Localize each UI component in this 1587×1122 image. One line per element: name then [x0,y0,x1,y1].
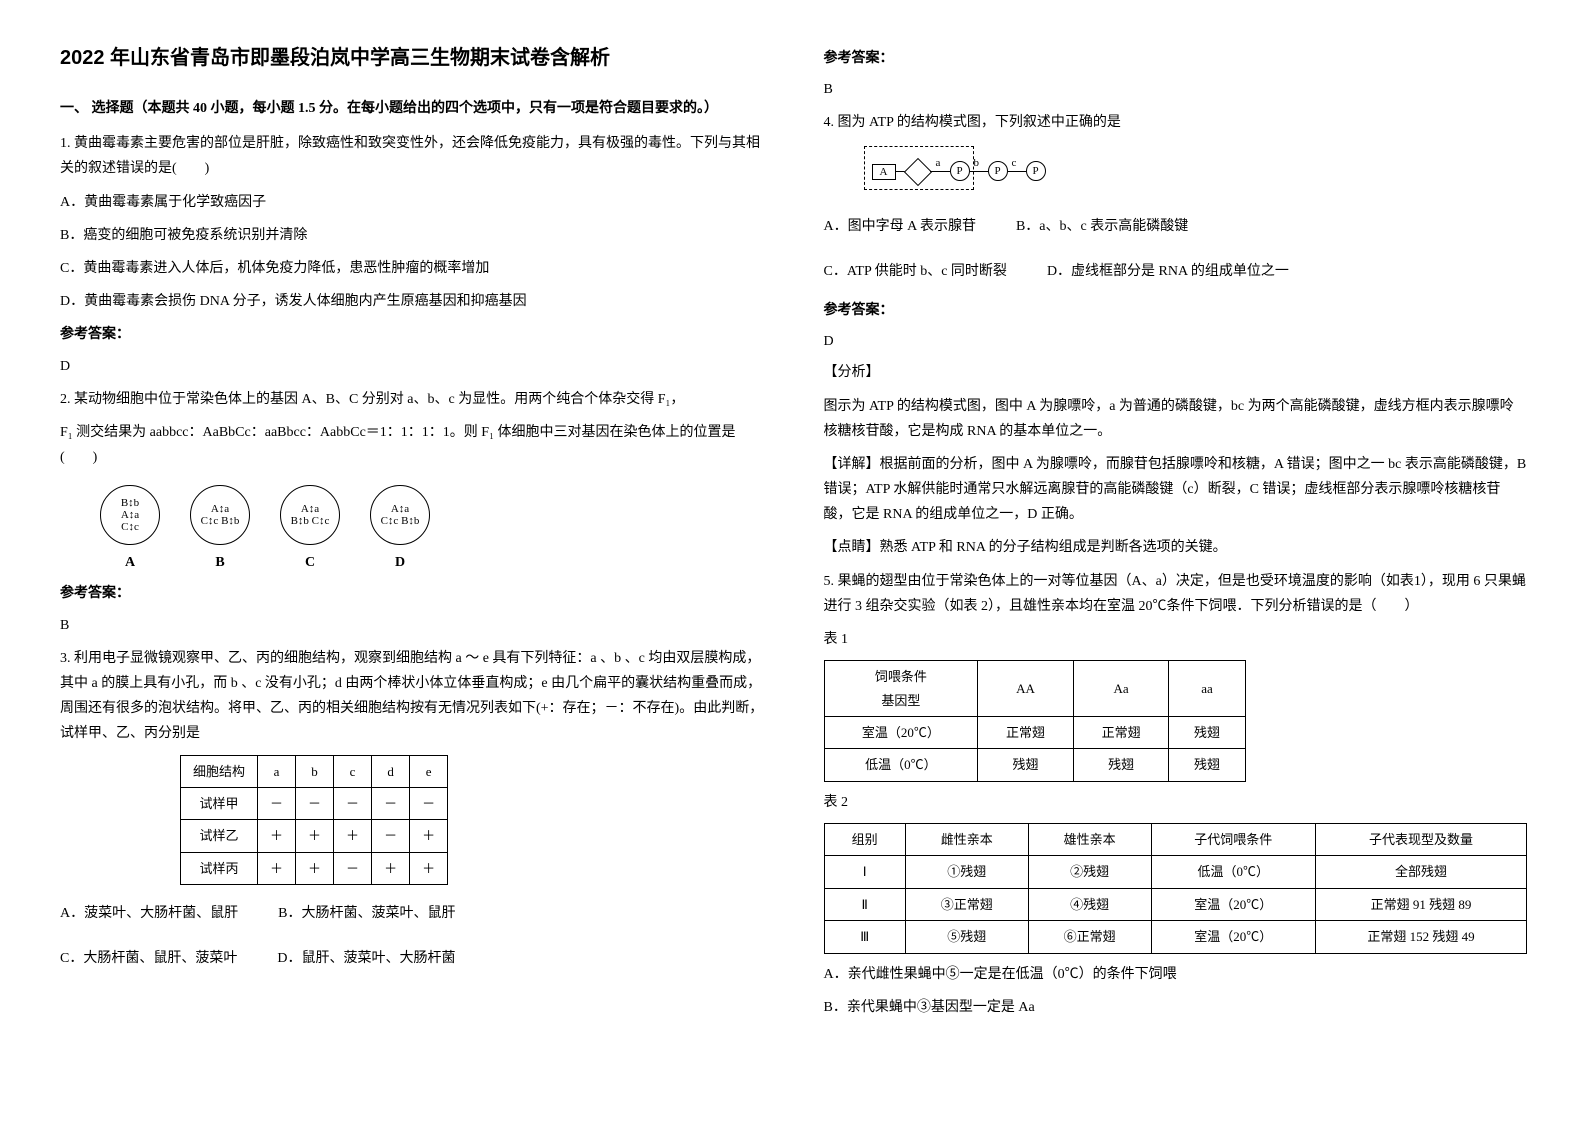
q4-point: 【点睛】熟悉 ATP 和 RNA 的分子结构组成是判断各选项的关键。 [824,535,1528,560]
th: c [334,755,372,787]
diagram-d: A↕aC↕c B↕b [370,485,430,545]
table-row: 试样乙 ＋ ＋ ＋ － ＋ [181,820,448,852]
th: 子代饲喂条件 [1151,823,1315,855]
q1-c: C．黄曲霉毒素进入人体后，机体免疫力降低，患恶性肿瘤的概率增加 [60,256,764,281]
th: 子代表现型及数量 [1315,823,1526,855]
q4-c: C．ATP 供能时 b、c 同时断裂 [824,259,1007,284]
q2-label-c: C [280,550,340,575]
q3-ans: B [824,77,1528,102]
q3-stem: 3. 利用电子显微镜观察甲、乙、丙的细胞结构，观察到细胞结构 a ～ e 具有下… [60,646,764,747]
th: a [258,755,296,787]
th: e [410,755,448,787]
table-row: 低温（0℃） 残翅 残翅 残翅 [824,749,1245,781]
th: 组别 [824,823,905,855]
th: AA [978,661,1074,717]
q4-b: B．a、b、c 表示高能磷酸键 [1016,214,1188,239]
q5-b: B．亲代果蝇中③基因型一定是 Aa [824,995,1528,1020]
q3-c: C．大肠杆菌、鼠肝、菠菜叶 [60,946,237,971]
q5-t1-label: 表 1 [824,627,1528,652]
q2-stem2: F₁ 测交结果为 aabbcc：AaBbCc：aaBbcc：AabbCc＝1：1… [60,420,764,470]
q3-table: 细胞结构 a b c d e 试样甲 － － － － － 试样乙 ＋ ＋ ＋ － [180,755,448,886]
th: d [372,755,410,787]
q3-d: D．鼠肝、菠菜叶、大肠杆菌 [277,946,455,971]
table-row: 试样甲 － － － － － [181,787,448,819]
q4-d: D．虚线框部分是 RNA 的组成单位之一 [1047,259,1289,284]
table-row: 室温（20℃） 正常翅 正常翅 残翅 [824,716,1245,748]
q2-diagrams: B↕bA↕aC↕c A↕aC↕c B↕b A↕aB↕b C↕c A↕aC↕c B… [100,485,764,545]
q2-labels: A B C D [100,550,764,575]
th: 饲喂条件 基因型 [824,661,978,717]
table-row: Ⅰ ①残翅 ②残翅 低温（0℃） 全部残翅 [824,856,1527,888]
q5-table2: 组别 雌性亲本 雄性亲本 子代饲喂条件 子代表现型及数量 Ⅰ ①残翅 ②残翅 低… [824,823,1528,954]
q5-t2-label: 表 2 [824,790,1528,815]
q5-a: A．亲代雌性果蝇中⑤一定是在低温（0℃）的条件下饲喂 [824,962,1528,987]
q3-ans-head: 参考答案： [824,46,1528,71]
section-head: 一、 选择题（本题共 40 小题，每小题 1.5 分。在每小题给出的四个选项中，… [60,96,764,121]
q2-label-a: A [100,550,160,575]
table-row: 试样丙 ＋ ＋ － ＋ ＋ [181,852,448,884]
table-row: Ⅱ ③正常翅 ④残翅 室温（20℃） 正常翅 91 残翅 89 [824,888,1527,920]
diagram-a: B↕bA↕aC↕c [100,485,160,545]
q4-analysis: 图示为 ATP 的结构模式图，图中 A 为腺嘌呤，a 为普通的磷酸键，bc 为两… [824,394,1528,444]
atp-diagram: A a P b P c P [864,146,1064,196]
q1-b: B．癌变的细胞可被免疫系统识别并清除 [60,223,764,248]
q4-detail: 【详解】根据前面的分析，图中 A 为腺嘌呤，而腺苷包括腺嘌呤和核糖，A 错误；图… [824,452,1528,528]
q1-ans-head: 参考答案： [60,322,764,347]
q2-ans-head: 参考答案： [60,581,764,606]
th: 雄性亲本 [1028,823,1151,855]
q2-stem1: 2. 某动物细胞中位于常染色体上的基因 A、B、C 分别对 a、b、c 为显性。… [60,387,764,412]
q3-b: B．大肠杆菌、菠菜叶、鼠肝 [278,901,455,926]
q1-a: A．黄曲霉毒素属于化学致癌因子 [60,190,764,215]
q3-a: A．菠菜叶、大肠杆菌、鼠肝 [60,901,238,926]
diagram-b: A↕aC↕c B↕b [190,485,250,545]
q5-stem: 5. 果蝇的翅型由位于常染色体上的一对等位基因（A、a）决定，但是也受环境温度的… [824,569,1528,619]
q4-analysis-head: 【分析】 [824,360,1528,385]
th: aa [1169,661,1245,717]
q1-d: D．黄曲霉毒素会损伤 DNA 分子，诱发人体细胞内产生原癌基因和抑癌基因 [60,289,764,314]
th: b [296,755,334,787]
page-title: 2022 年山东省青岛市即墨段泊岚中学高三生物期末试卷含解析 [60,40,764,76]
q2-ans: B [60,613,764,638]
q1-stem: 1. 黄曲霉毒素主要危害的部位是肝脏，除致癌性和致突变性外，还会降低免疫能力，具… [60,131,764,181]
table-row: 细胞结构 a b c d e [181,755,448,787]
q2-label-b: B [190,550,250,575]
q2-label-d: D [370,550,430,575]
q4-stem: 4. 图为 ATP 的结构模式图，下列叙述中正确的是 [824,110,1528,135]
diagram-c: A↕aB↕b C↕c [280,485,340,545]
q4-ans: D [824,329,1528,354]
th: Aa [1073,661,1169,717]
th: 雌性亲本 [905,823,1028,855]
q4-ans-head: 参考答案： [824,298,1528,323]
table-row: 饲喂条件 基因型 AA Aa aa [824,661,1245,717]
q5-table1: 饲喂条件 基因型 AA Aa aa 室温（20℃） 正常翅 正常翅 残翅 低温（… [824,660,1246,782]
table-row: Ⅲ ⑤残翅 ⑥正常翅 室温（20℃） 正常翅 152 残翅 49 [824,921,1527,953]
th: 细胞结构 [181,755,258,787]
q4-a: A．图中字母 A 表示腺苷 [824,214,976,239]
table-row: 组别 雌性亲本 雄性亲本 子代饲喂条件 子代表现型及数量 [824,823,1527,855]
q1-ans: D [60,354,764,379]
